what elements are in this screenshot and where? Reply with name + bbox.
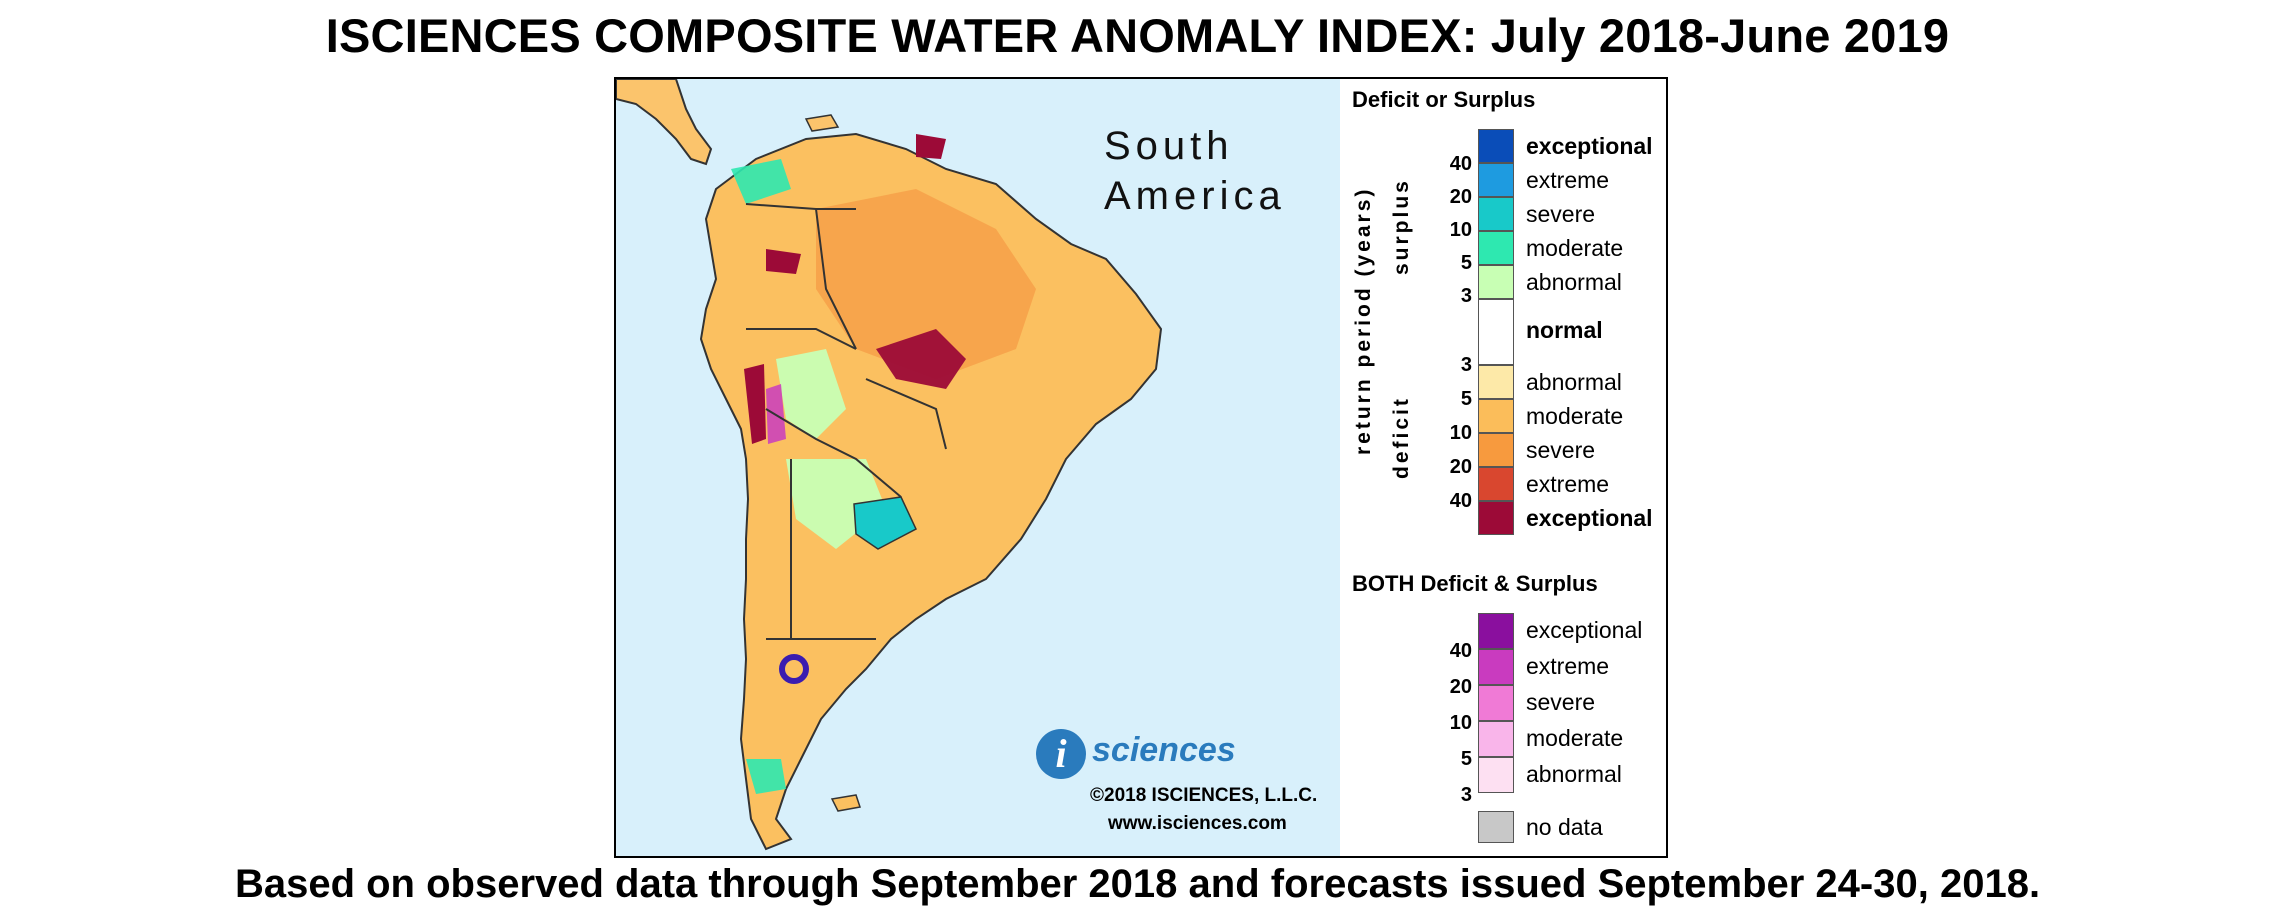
both-tick: 5 — [1460, 748, 1472, 770]
swatch-surplus-extreme — [1478, 163, 1514, 197]
deficit-tick: 40 — [1449, 490, 1472, 512]
south-america-map — [616, 79, 1163, 851]
map-title: ISCIENCES COMPOSITE WATER ANOMALY INDEX:… — [325, 9, 1950, 62]
swatch-both-abnormal — [1478, 757, 1514, 793]
legend-deficit-surplus-title: Deficit or Surplus — [1352, 87, 1536, 112]
uruguay-surplus-zone — [853, 496, 917, 550]
label-deficit-exceptional: exceptional — [1526, 505, 1653, 531]
country-borders — [745, 203, 947, 640]
surplus-tick: 5 — [1460, 252, 1472, 274]
label-surplus-severe: severe — [1526, 201, 1596, 227]
venezuela-exceptional-deficit — [916, 134, 946, 159]
swatch-normal — [1478, 299, 1514, 365]
label-surplus-exceptional: exceptional — [1526, 133, 1653, 159]
website-link[interactable]: www.isciences.com — [1108, 813, 1287, 834]
label-both-exceptional: exceptional — [1526, 617, 1643, 643]
surplus-tick: 3 — [1460, 285, 1472, 307]
label-both-abnormal: abnormal — [1526, 761, 1622, 787]
swatch-both-extreme — [1478, 649, 1514, 685]
south-america-landmass — [699, 132, 1163, 851]
patagonia-surplus-zone — [746, 759, 786, 794]
swatch-surplus-abnormal — [1478, 265, 1514, 299]
caribbean-islands — [804, 114, 840, 132]
region-label: South America — [1104, 121, 1286, 221]
region-label-line1: South — [1104, 124, 1234, 168]
legend-deficit-label: deficit — [1390, 396, 1413, 479]
both-tick: 3 — [1460, 784, 1472, 806]
map-frame: South America i sciences ©2018 ISCIENCES… — [614, 77, 1668, 858]
brazil-exceptional-deficit — [876, 329, 966, 389]
label-normal: normal — [1526, 317, 1603, 343]
label-both-moderate: moderate — [1526, 725, 1624, 751]
legend-panel: Deficit or Surplus return period (years)… — [1340, 79, 1666, 856]
swatch-surplus-moderate — [1478, 231, 1514, 265]
label-both-severe: severe — [1526, 689, 1596, 715]
label-surplus-abnormal: abnormal — [1526, 269, 1622, 295]
swatch-deficit-abnormal — [1478, 365, 1514, 399]
swatch-both-severe — [1478, 685, 1514, 721]
logo-wordmark: sciences — [1092, 731, 1236, 769]
label-deficit-abnormal: abnormal — [1526, 369, 1622, 395]
map-subtitle: Based on observed data through September… — [234, 862, 2041, 906]
deficit-tick: 3 — [1460, 354, 1472, 376]
surplus-tick: 10 — [1449, 219, 1472, 241]
both-tick: 40 — [1449, 640, 1472, 662]
label-surplus-moderate: moderate — [1526, 235, 1624, 261]
swatch-deficit-exceptional — [1478, 501, 1514, 535]
deficit-tick: 20 — [1449, 456, 1472, 478]
isciences-logo: i sciences — [1036, 725, 1296, 785]
both-tick: 20 — [1449, 676, 1472, 698]
region-label-line2: America — [1104, 174, 1286, 218]
deficit-tick: 10 — [1449, 422, 1472, 444]
label-no-data: no data — [1526, 814, 1603, 840]
label-deficit-severe: severe — [1526, 437, 1596, 463]
chile-exceptional-deficit — [744, 364, 766, 444]
bolivia-surplus-zone — [776, 349, 846, 439]
amazon-deficit-zone — [816, 189, 1036, 379]
colombia-surplus-zone — [731, 159, 791, 204]
patagonia-both-zone — [779, 654, 809, 684]
central-america-landmass — [616, 79, 713, 166]
swatch-both-moderate — [1478, 721, 1514, 757]
falkland-islands — [830, 794, 861, 812]
copyright-text: ©2018 ISCIENCES, L.L.C. — [1090, 785, 1318, 806]
label-surplus-extreme: extreme — [1526, 167, 1610, 193]
swatch-deficit-severe — [1478, 433, 1514, 467]
swatch-both-exceptional — [1478, 613, 1514, 649]
legend-both-title: BOTH Deficit & Surplus — [1352, 571, 1598, 596]
legend-surplus-label: surplus — [1390, 178, 1413, 275]
northern-brazil-extreme-deficit — [766, 249, 801, 274]
both-tick: 10 — [1449, 712, 1472, 734]
swatch-deficit-extreme — [1478, 467, 1514, 501]
swatch-no-data — [1478, 811, 1514, 843]
swatch-surplus-exceptional — [1478, 129, 1514, 163]
swatch-surplus-severe — [1478, 197, 1514, 231]
surplus-tick: 20 — [1449, 186, 1472, 208]
label-deficit-moderate: moderate — [1526, 403, 1624, 429]
logo-i-icon: i — [1036, 729, 1086, 779]
surplus-tick: 40 — [1449, 153, 1472, 175]
swatch-deficit-moderate — [1478, 399, 1514, 433]
label-both-extreme: extreme — [1526, 653, 1610, 679]
label-deficit-extreme: extreme — [1526, 471, 1610, 497]
deficit-tick: 5 — [1460, 388, 1472, 410]
legend-axis-label: return period (years) — [1352, 186, 1375, 455]
